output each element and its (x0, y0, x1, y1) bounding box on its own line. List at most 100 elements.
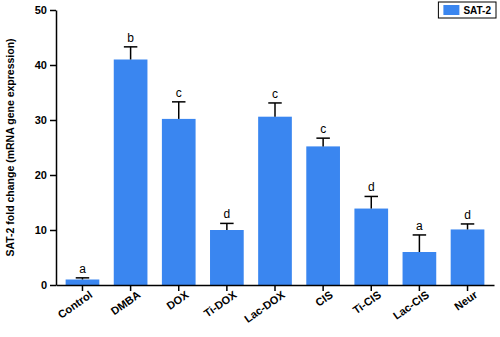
error-stem (274, 103, 276, 117)
bar (403, 252, 437, 285)
bar (354, 209, 388, 285)
x-tick-label: Ti-CIS (350, 288, 383, 316)
x-tick: CIS (313, 285, 335, 309)
error-cap (76, 277, 89, 279)
y-tick-mark (50, 10, 56, 12)
y-tick-label: 30 (35, 114, 47, 126)
x-tick: DOX (164, 285, 191, 312)
bar (451, 229, 485, 285)
y-tick-label: 10 (35, 224, 47, 236)
marks (66, 47, 485, 285)
x-tick-mark (130, 285, 132, 291)
y-tick-mark (50, 175, 56, 177)
legend-swatch (443, 5, 459, 15)
error-stem (322, 138, 324, 146)
y-tick-mark (50, 65, 56, 67)
annotation: d (368, 180, 375, 194)
error-cap (461, 223, 474, 225)
x-tick-mark (419, 285, 421, 291)
x-tick-label: Control (55, 288, 94, 320)
annotation: d (464, 208, 471, 222)
bar (66, 280, 100, 286)
bar (306, 146, 340, 285)
annotation: c (320, 122, 326, 136)
x-tick: Lac-CIS (391, 285, 431, 322)
annotation: d (224, 207, 231, 221)
error-cap (365, 196, 378, 198)
error-bar (365, 196, 378, 208)
annotation: c (272, 87, 278, 101)
x-tick: Ti-DOX (202, 285, 240, 319)
annotation: c (176, 86, 182, 100)
error-bar (461, 224, 474, 230)
error-bar (268, 103, 281, 117)
y-tick-mark (50, 230, 56, 232)
x-tick: Ti-CIS (350, 285, 383, 316)
x-tick: Lac-DOX (242, 285, 287, 325)
x-tick-label: Lac-DOX (242, 288, 287, 325)
y-tick: 10 (35, 224, 56, 236)
legend: SAT-2 (438, 2, 496, 18)
y-tick-label: 0 (41, 279, 47, 291)
error-stem (467, 224, 469, 230)
y-tick: 50 (35, 4, 56, 16)
error-stem (130, 47, 132, 60)
error-stem (178, 102, 180, 119)
y-tick-label: 50 (35, 4, 47, 16)
bar (210, 230, 244, 285)
x-tick-label: Ti-DOX (202, 288, 240, 319)
error-bar (172, 102, 185, 119)
plot: a b c d c c d a d 0 10 20 30 40 50 Control DMBA DOX Ti-DOX… (35, 4, 495, 325)
error-cap (172, 101, 185, 103)
annotation: b (127, 31, 134, 45)
error-bar (220, 223, 233, 230)
y-tick: 20 (35, 169, 56, 181)
x-tick-label: Neur (452, 288, 480, 313)
bar (258, 117, 292, 285)
x-tick-label: DOX (164, 288, 191, 312)
legend-box (438, 2, 496, 18)
error-cap (124, 46, 137, 48)
y-axis-title: SAT-2 fold change (mRNA gene expression) (4, 38, 16, 256)
error-bar (316, 138, 329, 146)
error-cap (316, 137, 329, 139)
y-tick: 30 (35, 114, 56, 126)
y-tick-label: 40 (35, 59, 47, 71)
x-tick-label: CIS (313, 288, 335, 308)
error-stem (419, 235, 421, 252)
x-tick-mark (274, 285, 276, 291)
y-tick: 0 (41, 279, 56, 291)
error-bar (76, 278, 89, 280)
annotation: a (416, 219, 423, 233)
x-tick-mark (322, 285, 324, 291)
annotation: a (79, 262, 86, 276)
legend-label: SAT-2 (463, 5, 491, 16)
x-tick-mark (82, 285, 84, 291)
bar (162, 119, 196, 285)
y-tick-mark (50, 285, 56, 287)
x-tick-label: DMBA (109, 288, 143, 317)
x-tick-mark (371, 285, 373, 291)
error-bar (413, 235, 426, 252)
x-tick: Neur (452, 285, 480, 313)
error-cap (413, 234, 426, 236)
x-axis: Control DMBA DOX Ti-DOXLac-DOX CIS Ti-CIS Lac-… (55, 285, 494, 325)
y-tick-label: 20 (35, 169, 47, 181)
x-tick-mark (226, 285, 228, 291)
error-stem (226, 223, 228, 230)
error-bar (124, 47, 137, 60)
y-tick-mark (50, 120, 56, 122)
x-tick-mark (467, 285, 469, 291)
error-cap (268, 102, 281, 104)
chart: a b c d c c d a d 0 10 20 30 40 50 Control DMBA DOX Ti-DOX… (0, 0, 500, 337)
x-tick: Control (55, 285, 94, 321)
y-axis-line (56, 11, 58, 286)
bar (114, 60, 148, 286)
x-tick-label: Lac-CIS (391, 288, 431, 321)
x-tick-mark (178, 285, 180, 291)
annotations: a b c d c c d a d (79, 31, 471, 276)
y-axis: 0 10 20 30 40 50 (35, 4, 57, 291)
error-stem (371, 196, 373, 208)
y-tick: 40 (35, 59, 56, 71)
error-cap (220, 223, 233, 225)
